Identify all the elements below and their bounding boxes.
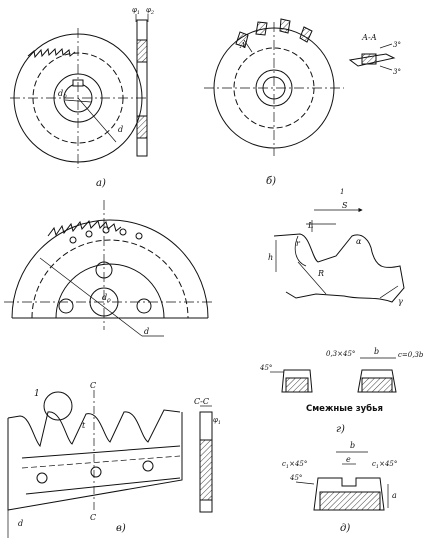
label-section-c-bottom: C [90,513,96,522]
figure-v-segmental-saw [7,390,213,538]
pin-hole-right [136,298,152,314]
segment-bottom-edge [25,477,181,495]
label-d0: dо [102,293,111,304]
angle-leader-bottom [379,65,393,71]
label-section-a: A [239,41,246,50]
outer-arc [11,219,209,319]
label-alpha: α [356,237,362,246]
dim-line-d [77,97,117,143]
label-phi2: φ2 [146,6,154,16]
label-chamfer-45: 45° [259,364,272,372]
label-h: h [268,253,273,262]
label-section-cc: С-С [194,397,209,406]
segment-teeth [47,219,122,237]
label-gamma: γ [398,297,403,306]
figure-segment-saw-semicircle [4,200,214,337]
dim-line-d [39,257,143,337]
cutter-hub-circle [255,69,293,107]
label-section-aa: А-А [361,33,377,42]
caption-d: д) [340,523,350,534]
saw-teeth-edge [7,409,181,447]
label-angle-45: 45° [289,474,302,482]
saw-side-view [136,19,148,157]
figure-a-slitting-saw [10,14,149,168]
figure-d-tooth-chamfers [295,451,389,511]
label-angle-bottom: 3° [393,68,401,76]
tooth-hatch [319,491,381,511]
rivet [85,230,93,238]
rivet [119,228,127,236]
label-d: d [144,327,149,336]
caption-v: в) [116,523,126,534]
tooth-outline [273,233,405,303]
label-c1-right: c1×45° [372,460,397,470]
figure-b-insert-cutter [204,18,396,156]
label-L: L [307,221,313,230]
label-t: t [82,421,86,430]
section-cc-hatch [199,439,213,501]
label-R: R [317,269,324,278]
tooth-right-hatch [361,377,393,393]
detail-1-tooth-profile [273,207,405,303]
section-aa-hatch [361,53,377,65]
segment-top-edge [21,445,181,459]
label-chamfer-03: 0,3×45° [326,350,355,358]
tooth-left [281,369,313,393]
label-phi1: φ1 [213,416,221,426]
rivet [36,472,48,484]
label-a: a [392,491,397,500]
hatched-section-top [136,39,148,63]
teeth-arc [27,47,76,59]
gamma-leader [379,285,399,299]
label-b: b [374,347,379,356]
pin-hole-left [58,298,74,314]
label-S: S [342,201,348,210]
caption-a: а) [96,178,106,189]
rivet [69,236,77,244]
hatched-section-bottom [136,115,148,139]
label-b: b [350,441,355,450]
section-cut-line [243,39,253,53]
adjacent-teeth-subtitle: Смежные зубья [306,403,383,414]
gullet-curve [294,235,307,267]
label-angle-top: 3° [393,41,401,49]
rivet [102,226,110,234]
rivet [135,232,143,240]
detail-number: 1 [340,188,344,196]
tooth-left-hatch [285,377,309,393]
dim-line-d0 [64,99,92,103]
label-d: d [18,519,23,528]
detail-callout-circle [43,391,73,421]
label-d: d [118,125,123,134]
figure-g-adjacent-teeth [270,357,397,393]
label-d0: dо [58,89,67,100]
label-c: c=0,3b [398,351,424,359]
rivet [90,466,102,478]
insert-blades [235,18,313,48]
tooth-right [357,369,397,393]
label-c1-left: c1×45° [282,460,307,470]
label-phi1: φ1 [132,6,140,16]
label-r: r [296,239,301,248]
rivet [142,460,154,472]
callout-1: 1 [34,389,40,399]
caption-g: г) [336,424,345,435]
label-section-c-top: C [90,381,96,390]
label-e: e [346,455,351,464]
angle-leader-top [379,43,393,49]
rivet-line [21,455,181,469]
angle-leader [295,481,315,485]
segment-arc [31,239,189,319]
caption-b: б) [266,176,276,187]
radius-R-line [297,261,327,295]
